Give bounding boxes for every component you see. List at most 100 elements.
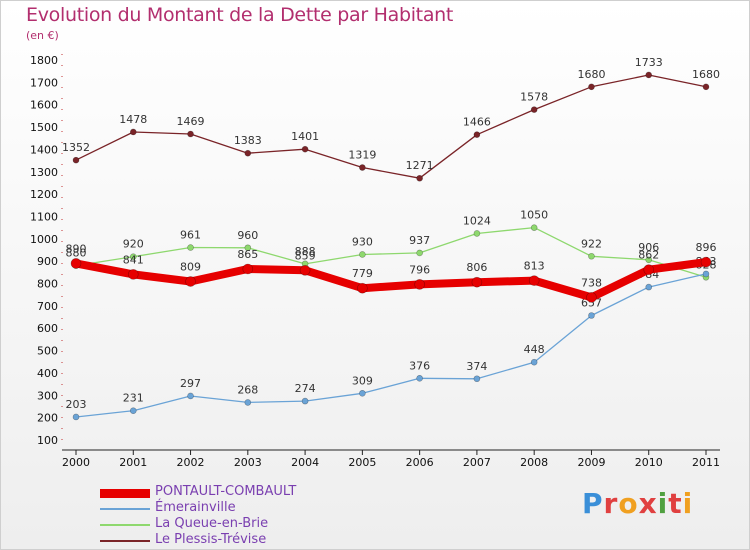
data-label: 890 <box>66 242 87 255</box>
legend-label: PONTAULT-COMBAULT <box>155 484 297 499</box>
data-point <box>702 270 710 278</box>
data-point <box>530 106 538 113</box>
data-label: 841 <box>123 253 144 266</box>
x-tick-label: 2003 <box>234 456 262 469</box>
data-label: 1383 <box>234 134 262 147</box>
data-point <box>187 392 194 400</box>
series-line <box>75 273 707 418</box>
data-label: 448 <box>524 343 545 356</box>
data-point <box>702 83 710 91</box>
data-label: 906 <box>638 241 659 254</box>
legend-label: La Queue-en-Brie <box>155 516 269 531</box>
data-label: 809 <box>180 261 201 274</box>
data-point <box>357 282 368 294</box>
data-label: 880 <box>66 247 87 260</box>
data-label: 862 <box>638 249 659 262</box>
data-label: 1478 <box>119 113 147 126</box>
y-tick-label: 700 <box>37 300 58 313</box>
data-label: 268 <box>237 383 258 396</box>
y-tick-label: 1700 <box>30 76 58 89</box>
y-tick-label: 1800 <box>30 54 58 67</box>
data-point <box>244 244 252 252</box>
data-label: 796 <box>409 263 430 276</box>
data-label: 930 <box>352 235 373 248</box>
data-label: 1578 <box>520 91 548 104</box>
data-point <box>359 164 366 171</box>
data-label: 203 <box>66 398 87 411</box>
data-label: 1271 <box>406 159 434 172</box>
data-label: 1680 <box>692 68 720 81</box>
x-tick-label: 2006 <box>406 456 434 469</box>
chart-title: Evolution du Montant de la Dette par Hab… <box>26 4 454 26</box>
data-label: 1352 <box>62 141 90 154</box>
x-tick-label: 2008 <box>520 456 548 469</box>
data-point <box>473 131 481 138</box>
data-label: 961 <box>180 229 201 242</box>
data-label: 779 <box>352 267 373 280</box>
data-point <box>643 264 655 275</box>
data-point <box>187 244 194 251</box>
data-label: 813 <box>524 260 545 273</box>
data-label: 1024 <box>463 214 491 227</box>
data-point <box>301 145 309 153</box>
data-point <box>129 128 137 136</box>
data-point <box>127 269 139 280</box>
data-point <box>586 292 597 303</box>
y-tick-label: 1500 <box>30 121 58 134</box>
data-point <box>129 253 137 261</box>
y-tick-label: 300 <box>37 389 58 402</box>
y-tick-label: 400 <box>37 367 58 380</box>
proxiti-logo: Proxiti <box>582 487 694 520</box>
data-point <box>645 71 653 79</box>
data-label: 806 <box>466 261 487 274</box>
data-point <box>129 407 137 415</box>
y-tick-label: 500 <box>37 345 58 358</box>
data-label: 1401 <box>291 130 319 143</box>
data-point <box>359 251 366 258</box>
y-tick-label: 1600 <box>30 99 58 112</box>
y-tick-label: 1000 <box>30 233 58 246</box>
data-point <box>473 230 481 237</box>
x-tick-label: 2009 <box>577 456 605 469</box>
series-line <box>75 74 707 179</box>
data-point <box>244 149 252 157</box>
y-tick-label: 200 <box>37 412 58 425</box>
y-tick-label: 800 <box>37 278 58 291</box>
data-point <box>645 283 653 291</box>
data-label: 1050 <box>520 209 548 222</box>
data-point <box>359 389 366 397</box>
data-label: 374 <box>466 360 487 373</box>
legend-swatch <box>100 488 150 498</box>
series-line <box>72 258 710 302</box>
data-point <box>530 224 538 231</box>
data-label: 865 <box>237 248 258 261</box>
x-tick-label: 2000 <box>62 456 90 469</box>
data-label: 309 <box>352 374 373 387</box>
data-point <box>72 156 80 164</box>
series-line <box>75 226 707 278</box>
y-tick-label: 1400 <box>30 143 58 156</box>
data-label: 376 <box>409 359 430 372</box>
legend-swatch <box>100 508 150 510</box>
data-point <box>187 130 194 138</box>
data-point <box>299 265 311 276</box>
x-tick-label: 2005 <box>348 456 376 469</box>
data-label: 922 <box>581 237 602 250</box>
data-label: 937 <box>409 234 430 247</box>
data-point <box>700 256 712 268</box>
legend-swatch <box>100 524 150 526</box>
chart-subtitle: (en €) <box>26 29 59 42</box>
data-label: 920 <box>123 238 144 251</box>
data-label: 1680 <box>577 68 605 81</box>
data-point <box>185 276 196 287</box>
x-tick-label: 2011 <box>692 456 720 469</box>
y-tick-label: 100 <box>37 434 58 447</box>
data-point <box>244 399 252 406</box>
data-point <box>301 397 309 405</box>
x-tick-label: 2004 <box>291 456 319 469</box>
x-tick-label: 2010 <box>635 456 663 469</box>
data-label: 859 <box>295 249 316 262</box>
x-tick-label: 2002 <box>177 456 205 469</box>
y-tick-label: 1100 <box>30 210 58 223</box>
